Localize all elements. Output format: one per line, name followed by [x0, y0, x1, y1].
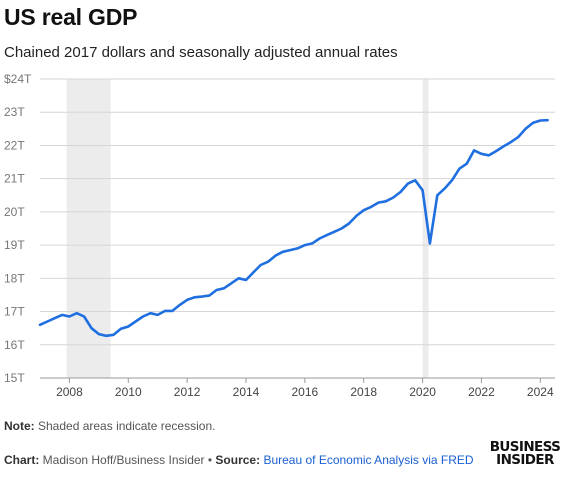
chart-subtitle: Chained 2017 dollars and seasonally adju… — [4, 44, 398, 61]
source-link[interactable]: Bureau of Economic Analysis via FRED — [263, 453, 474, 467]
x-tick-label: 2022 — [468, 385, 495, 399]
x-tick-label: 2018 — [350, 385, 377, 399]
x-tick-label: 2024 — [527, 385, 554, 399]
y-tick-label: 23T — [4, 105, 25, 119]
x-tick-label: 2010 — [115, 385, 142, 399]
note-text: Shaded areas indicate recession. — [34, 419, 216, 433]
chart-title: US real GDP — [4, 4, 138, 30]
y-tick-label: 17T — [4, 305, 25, 319]
x-tick-label: 2008 — [56, 385, 83, 399]
recession-band — [66, 79, 111, 378]
y-tick-label: 16T — [4, 338, 25, 352]
y-tick-label: 21T — [4, 172, 25, 186]
chart-note: Note: Shaded areas indicate recession. — [4, 419, 215, 433]
chart-credit-text: Madison Hoff/Business Insider — [39, 453, 205, 467]
logo-line-1: BUSINESS — [489, 439, 561, 455]
y-tick-label: 20T — [4, 205, 25, 219]
y-tick-label: $24T — [4, 72, 32, 86]
x-tick-label: 2012 — [174, 385, 201, 399]
line-chart: 15T 16T 17T 18T 19T 20T 21T 22T 23T $24T 2008 2010 2… — [4, 72, 555, 399]
y-tick-label: 22T — [4, 138, 25, 152]
logo-line-2: INSIDER — [496, 452, 554, 468]
recession-band — [422, 79, 429, 378]
business-insider-logo: BUSINESS INSIDER — [487, 439, 563, 468]
y-tick-label: 15T — [4, 371, 25, 385]
x-tick-label: 2014 — [233, 385, 260, 399]
chart-credit-label: Chart: — [4, 453, 40, 467]
x-tick-label: 2016 — [292, 385, 319, 399]
y-tick-label: 19T — [4, 238, 25, 252]
chart-credit: Chart: Madison Hoff/Business Insider • S… — [4, 453, 474, 467]
x-tick-label: 2020 — [409, 385, 436, 399]
note-label: Note: — [4, 419, 35, 433]
y-tick-label: 18T — [4, 271, 25, 285]
source-label: Source: — [215, 453, 261, 467]
credit-separator: • — [204, 453, 216, 467]
gdp-line — [38, 118, 549, 338]
